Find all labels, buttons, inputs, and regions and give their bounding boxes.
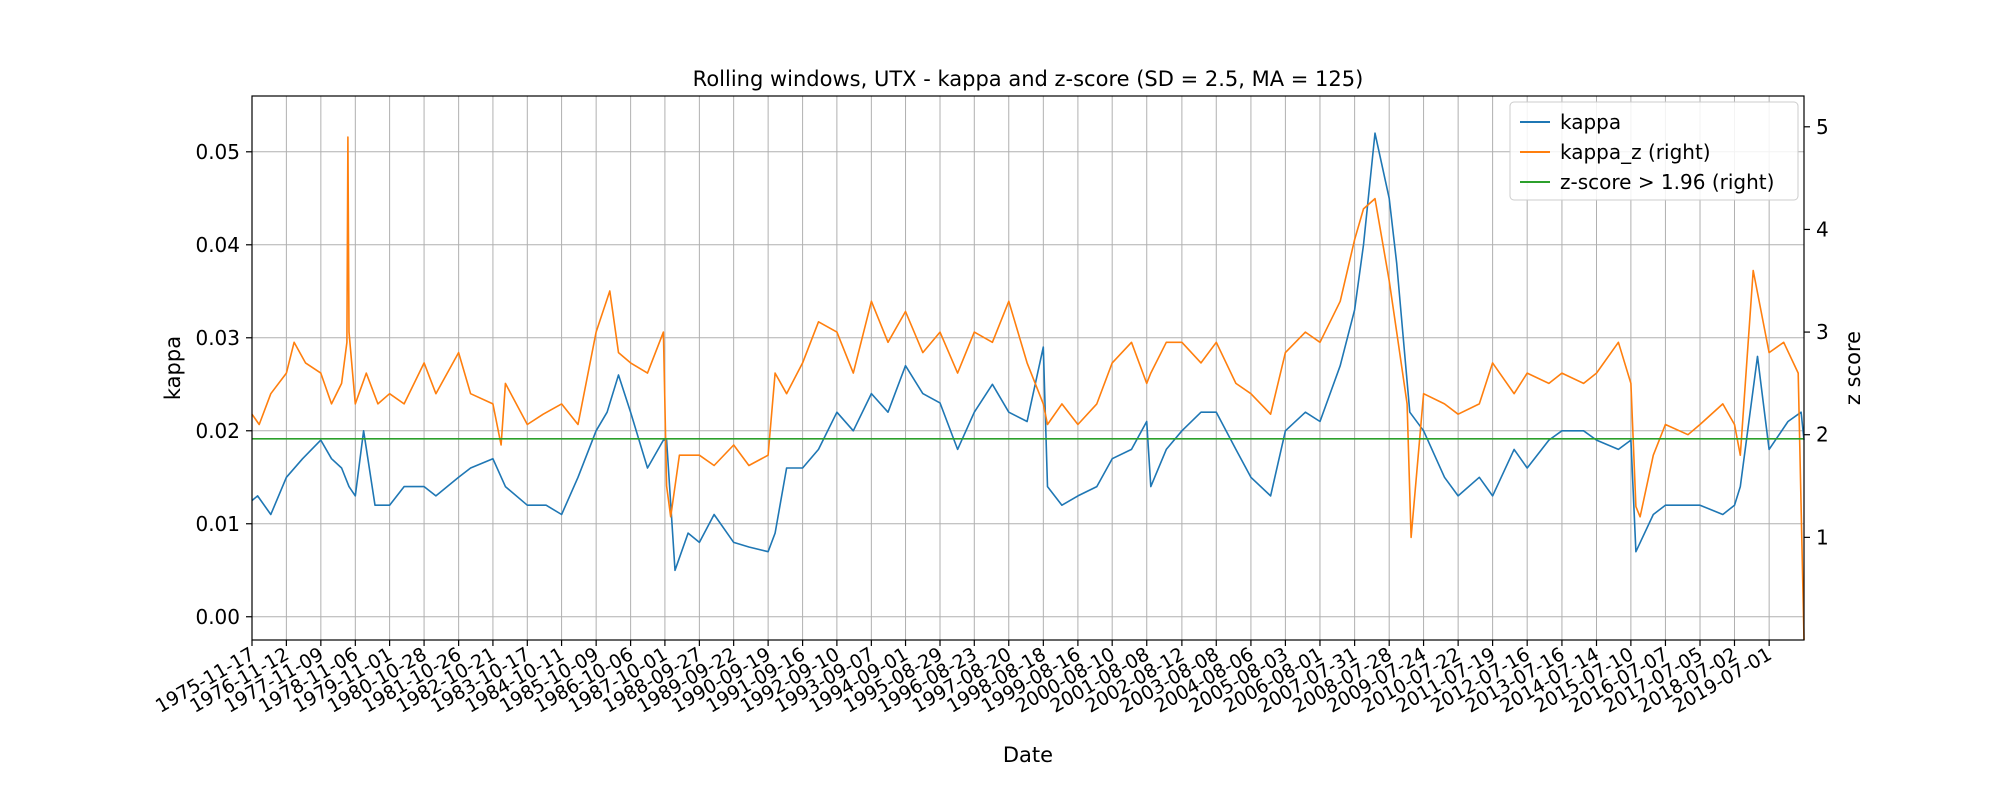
plot-area-frame	[251, 95, 1805, 641]
left-y-tick-label: 0.02	[195, 419, 240, 443]
series-line-1	[251, 136, 1805, 641]
legend-box	[1509, 101, 1799, 201]
right-y-axis-label: z score	[1841, 331, 1865, 405]
left-y-axis-label: kappa	[161, 336, 185, 400]
legend-label-2: z-score > 1.96 (right)	[1560, 170, 1774, 194]
right-y-tick-label: 3	[1816, 320, 1829, 344]
chart-title: Rolling windows, UTX - kappa and z-score…	[693, 67, 1364, 91]
left-y-tick-label: 0.01	[195, 512, 240, 536]
legend-label-1: kappa_z (right)	[1560, 140, 1711, 164]
x-axis-label: Date	[1003, 743, 1053, 767]
x-axis: 1975-11-171976-11-121977-11-091978-11-06…	[152, 640, 1776, 718]
left-y-tick-label: 0.00	[195, 605, 240, 629]
left-y-axis: 0.00 0.01 0.02 0.03 0.04 0.05	[195, 140, 252, 629]
legend-label-0: kappa	[1560, 110, 1621, 134]
right-y-tick-label: 2	[1816, 423, 1829, 447]
left-y-tick-label: 0.05	[195, 140, 240, 164]
series-line-0	[251, 132, 1805, 572]
grid-lines	[251, 96, 1804, 640]
series-lines	[251, 132, 1805, 641]
left-y-tick-label: 0.03	[195, 326, 240, 350]
legend: kappa kappa_z (right) z-score > 1.96 (righ…	[1509, 101, 1799, 201]
right-y-axis: 1 2 3 4 5	[1804, 115, 1829, 549]
right-y-tick-label: 4	[1816, 217, 1829, 241]
right-y-tick-label: 1	[1816, 525, 1829, 549]
right-y-tick-label: 5	[1816, 115, 1829, 139]
left-y-tick-label: 0.04	[195, 233, 240, 257]
